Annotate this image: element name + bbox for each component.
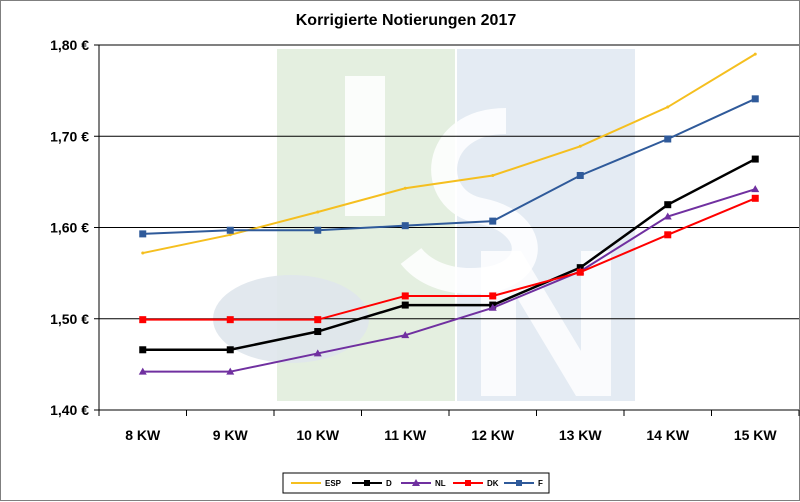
x-tick-label: 15 KW [734,427,778,443]
legend-item-esp: ESP [291,479,342,488]
data-point [751,155,759,163]
legend-label: ESP [325,479,342,488]
watermark-letter-s [400,108,538,295]
legend-item-d: D [352,479,392,488]
watermark-letter-i [345,76,385,216]
data-point [314,328,322,336]
legend-marker [516,480,522,486]
x-tick-label: 10 KW [296,427,340,443]
legend-label: DK [487,479,499,488]
data-point [226,226,234,234]
y-tick-label: 1,40 € [50,402,89,418]
data-point [139,230,147,238]
data-point [228,233,232,237]
legend-label: D [386,479,392,488]
legend-item-dk: DK [453,479,499,488]
data-point [489,292,497,300]
data-point [664,135,672,143]
series-dk [139,194,759,324]
data-point [314,316,322,324]
series-line-dk [142,197,756,321]
data-point [666,105,670,109]
data-point [751,194,759,202]
legend: ESP D NL DK F [282,472,550,494]
data-point [401,222,409,230]
data-point [576,268,584,276]
series-line-d [142,157,756,352]
legend-marker [412,479,420,486]
data-point [753,52,757,56]
x-tick-label: 9 KW [213,427,249,443]
data-point [664,201,672,209]
x-tick-label: 12 KW [471,427,515,443]
series-layer [138,52,760,375]
data-point [401,292,409,300]
x-tick-label: 11 KW [384,427,427,443]
series-line-f [142,97,756,235]
data-point [751,185,760,193]
data-point [313,349,322,357]
data-point [401,331,410,339]
data-point [664,231,672,239]
data-point [141,251,145,255]
legend-label: NL [435,479,446,488]
isn-watermark [213,49,635,401]
data-point [401,301,409,309]
series-line-nl [142,188,756,373]
data-point [663,212,672,220]
y-tick-label: 1,80 € [50,37,89,53]
data-point [226,316,234,324]
data-point [491,173,495,177]
data-point [226,346,234,354]
series-f [139,95,759,238]
y-tick-label: 1,70 € [50,128,89,144]
data-point [139,316,147,324]
x-tick-label: 14 KW [646,427,690,443]
data-point [578,144,582,148]
axes: 1,40 € 1,50 € 1,60 € 1,70 € 1,80 € 8 KW 9 KW 10… [50,37,800,443]
data-point [226,367,235,375]
x-tick-label: 13 KW [559,427,603,443]
y-tick-label: 1,50 € [50,311,89,327]
data-point [316,210,320,214]
data-point [139,346,147,354]
watermark-letter-n [481,251,611,396]
x-tick-label: 8 KW [125,427,161,443]
data-point [138,367,147,375]
legend-marker [465,480,471,486]
data-point [576,171,584,179]
y-tick-label: 1,60 € [50,220,89,236]
data-point [489,217,497,225]
data-point [488,303,497,311]
legend-item-f: F [504,479,543,488]
legend-label: F [538,479,543,488]
data-point [314,226,322,234]
legend-marker [364,480,370,486]
legend-item-nl: NL [401,479,446,488]
data-point [751,95,759,103]
chart-title: Korrigierte Notierungen 2017 [296,12,517,29]
data-point [403,186,407,190]
